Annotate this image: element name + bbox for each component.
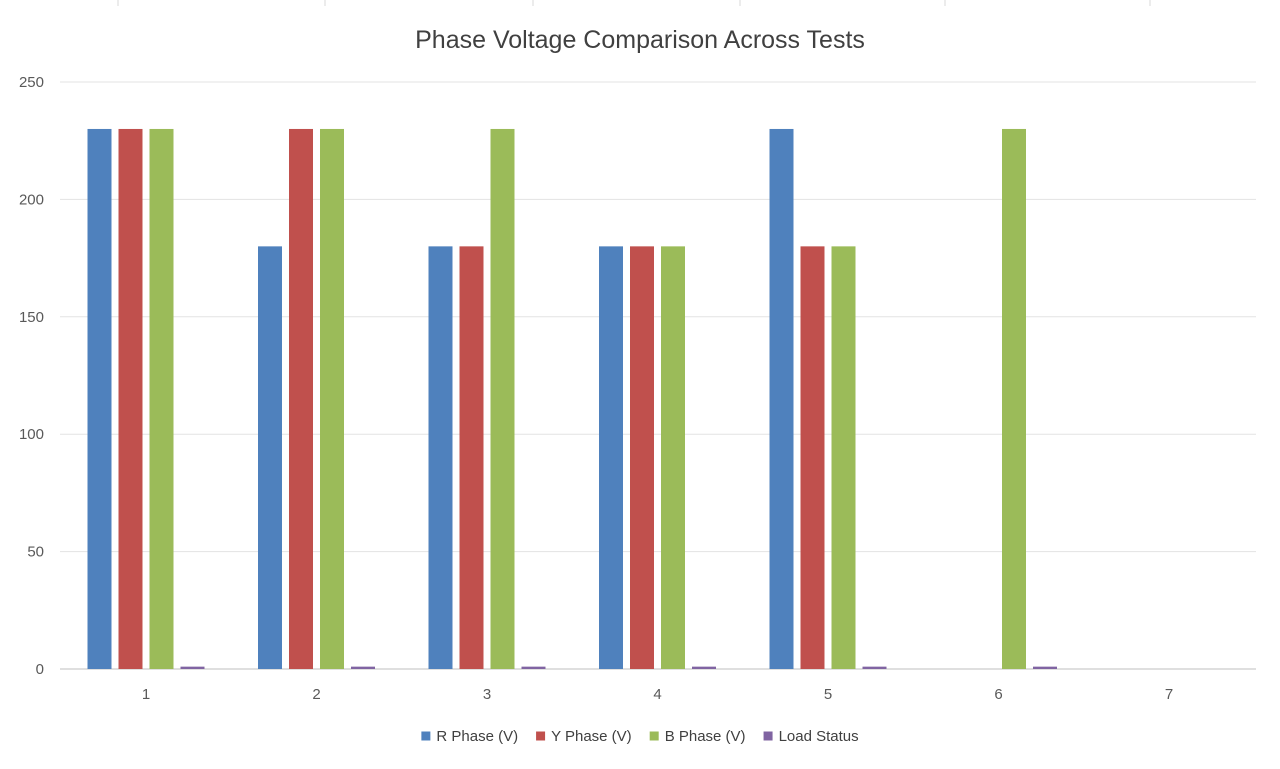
bar-load-status-2 bbox=[351, 666, 375, 669]
bar-y-phase-v-3 bbox=[459, 246, 484, 670]
chart-title: Phase Voltage Comparison Across Tests bbox=[415, 26, 865, 54]
bar-load-status-6 bbox=[1033, 666, 1057, 669]
bar-y-phase-v-5 bbox=[800, 246, 825, 670]
bar-r-phase-v-1 bbox=[87, 128, 112, 669]
bar-b-phase-v-3 bbox=[490, 128, 515, 669]
legend-swatch bbox=[536, 731, 546, 741]
x-tick-label: 6 bbox=[994, 686, 1002, 703]
bar-b-phase-v-1 bbox=[149, 128, 174, 669]
legend-label: Load Status bbox=[779, 728, 859, 745]
legend-item: R Phase (V) bbox=[421, 728, 518, 745]
bar-b-phase-v-4 bbox=[661, 246, 685, 670]
legend-item: Y Phase (V) bbox=[536, 728, 632, 745]
bar-r-phase-v-4 bbox=[599, 246, 623, 670]
y-tick-label: 250 bbox=[19, 74, 44, 91]
y-tick-label: 100 bbox=[19, 426, 44, 443]
bar-b-phase-v-2 bbox=[320, 128, 344, 669]
bar-r-phase-v-2 bbox=[258, 246, 282, 670]
legend-item: B Phase (V) bbox=[649, 728, 746, 745]
legend-label: B Phase (V) bbox=[665, 728, 746, 745]
bar-y-phase-v-2 bbox=[289, 128, 313, 669]
x-tick-label: 5 bbox=[824, 686, 832, 703]
legend-label: R Phase (V) bbox=[436, 728, 518, 745]
legend-item: Load Status bbox=[763, 728, 859, 745]
legend-label: Y Phase (V) bbox=[551, 728, 632, 745]
bar-r-phase-v-5 bbox=[769, 128, 794, 669]
legend-swatch bbox=[421, 731, 431, 741]
legend-swatch bbox=[763, 731, 773, 741]
bar-y-phase-v-1 bbox=[118, 128, 143, 669]
bar-load-status-5 bbox=[862, 666, 887, 669]
bar-load-status-4 bbox=[692, 666, 716, 669]
bar-b-phase-v-6 bbox=[1002, 128, 1026, 669]
bar-load-status-1 bbox=[180, 666, 205, 669]
x-tick-label: 4 bbox=[653, 686, 661, 703]
y-tick-label: 150 bbox=[19, 309, 44, 326]
bar-b-phase-v-5 bbox=[831, 246, 856, 670]
x-tick-label: 7 bbox=[1165, 686, 1173, 703]
legend-swatch bbox=[649, 731, 659, 741]
x-tick-label: 1 bbox=[142, 686, 150, 703]
y-tick-label: 200 bbox=[19, 191, 44, 208]
bar-r-phase-v-3 bbox=[428, 246, 453, 670]
y-tick-label: 0 bbox=[36, 661, 44, 678]
x-tick-label: 2 bbox=[312, 686, 320, 703]
bar-y-phase-v-4 bbox=[630, 246, 654, 670]
bar-load-status-3 bbox=[521, 666, 546, 669]
x-tick-label: 3 bbox=[483, 686, 491, 703]
y-tick-label: 50 bbox=[27, 544, 44, 561]
